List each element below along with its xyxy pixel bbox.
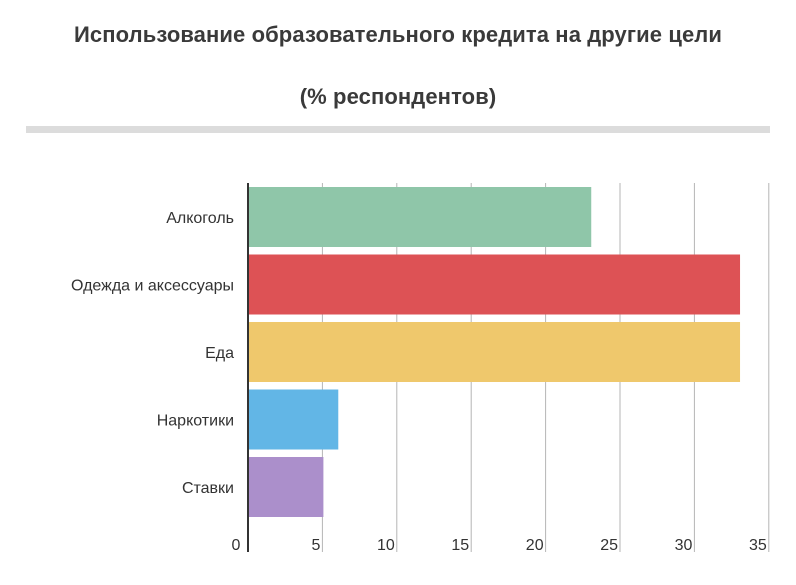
bar-4 bbox=[249, 389, 339, 450]
category-label-1: Алкоголь bbox=[166, 210, 234, 227]
x-tick-label-0: 0 bbox=[232, 537, 241, 554]
category-labels: Алкоголь Одежда и аксессуары Еда Наркотики С… bbox=[71, 210, 234, 497]
chart-title: Использование образовательного кредита н… bbox=[74, 22, 722, 47]
x-tick-label-30: 30 bbox=[675, 537, 693, 554]
category-label-4: Наркотики bbox=[157, 413, 234, 430]
category-label-5: Ставки bbox=[182, 480, 234, 497]
x-tick-label-25: 25 bbox=[600, 537, 618, 554]
bar-3 bbox=[249, 322, 741, 382]
bar-1 bbox=[249, 187, 592, 247]
x-tick-label-5: 5 bbox=[311, 537, 320, 554]
chart-subtitle: (% респондентов) bbox=[299, 84, 497, 109]
tick-labels: 0 5 10 15 20 25 30 35 bbox=[232, 537, 767, 554]
x-tick-label-20: 20 bbox=[526, 537, 544, 554]
title-divider bbox=[26, 126, 770, 133]
bars bbox=[249, 187, 741, 517]
category-label-3: Еда bbox=[205, 345, 234, 362]
bar-2 bbox=[249, 254, 741, 315]
bar-5 bbox=[249, 457, 324, 517]
category-label-2: Одежда и аксессуары bbox=[71, 278, 234, 295]
x-tick-label-15: 15 bbox=[451, 537, 469, 554]
x-tick-label-35: 35 bbox=[749, 537, 767, 554]
x-tick-label-10: 10 bbox=[377, 537, 395, 554]
